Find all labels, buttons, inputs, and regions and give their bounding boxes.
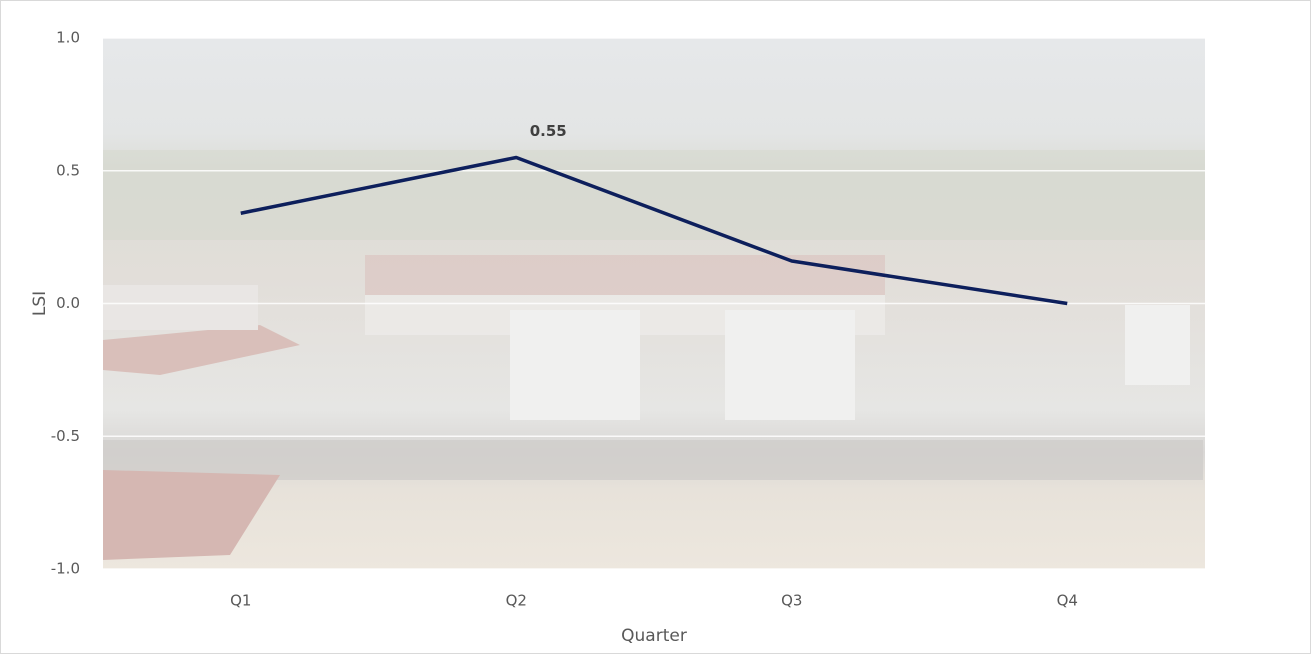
x-axis-title: Quarter <box>621 626 687 646</box>
x-tick-label: Q1 <box>230 592 251 610</box>
y-axis-title: LSI <box>30 291 50 316</box>
data-label: 0.55 <box>530 122 567 140</box>
y-tick-label: 0.0 <box>56 294 80 312</box>
x-tick-label: Q2 <box>506 592 527 610</box>
y-tick-label: 0.5 <box>56 161 80 179</box>
y-tick-label: -1.0 <box>51 560 80 578</box>
x-tick-label: Q3 <box>781 592 802 610</box>
y-tick-label: 1.0 <box>56 29 80 47</box>
series-line <box>240 155 1068 306</box>
x-tick-label: Q4 <box>1057 592 1078 610</box>
y-tick-label: -0.5 <box>51 427 80 445</box>
